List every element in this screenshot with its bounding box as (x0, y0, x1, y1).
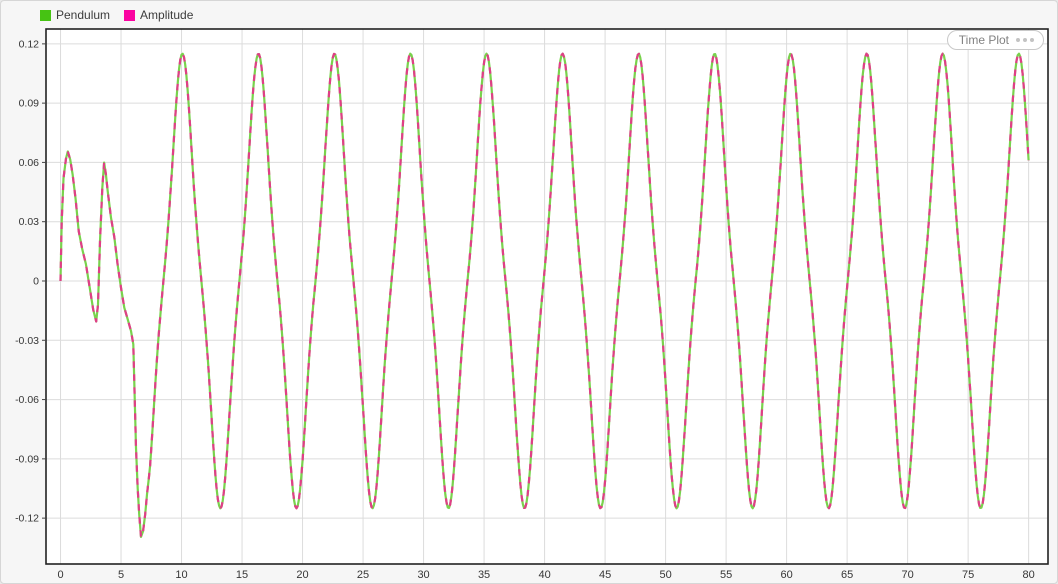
y-tick-label: 0.09 (19, 98, 40, 110)
x-tick-label: 60 (780, 569, 792, 581)
time-plot-menu-button[interactable]: Time Plot (946, 30, 1044, 50)
x-tick-label: 40 (538, 569, 550, 581)
x-tick-label: 50 (659, 569, 671, 581)
y-tick-label: 0 (33, 275, 39, 287)
y-tick-label: 0.12 (19, 38, 40, 50)
plot-canvas[interactable] (46, 29, 1048, 564)
signal-curves (59, 52, 1030, 538)
legend-item-amplitude[interactable]: Amplitude (124, 8, 193, 22)
x-axis-ticks: 0 5 10 15 20 25 30 35 40 45 50 55 60 65 70 75 80 (57, 569, 1034, 581)
x-tick-label: 0 (57, 569, 63, 581)
plot-border (45, 28, 1049, 565)
x-tick-label: 10 (175, 569, 187, 581)
x-tick-label: 55 (720, 569, 732, 581)
x-tick-label: 25 (357, 569, 369, 581)
x-tick-label: 70 (901, 569, 913, 581)
ellipsis-menu-icon (1016, 38, 1034, 42)
x-tick-label: 45 (599, 569, 611, 581)
y-tick-label: 0.06 (19, 157, 40, 169)
y-tick-label: 0.03 (19, 216, 40, 228)
x-tick-label: 5 (118, 569, 124, 581)
y-tick-label: -0.06 (15, 394, 39, 406)
pendulum-swatch-icon (40, 9, 51, 21)
legend-label-pendulum: Pendulum (56, 8, 111, 22)
x-tick-label: 15 (236, 569, 248, 581)
y-tick-label: -0.12 (15, 513, 39, 525)
x-tick-label: 35 (478, 569, 490, 581)
time-plot-button-label: Time Plot (958, 33, 1009, 47)
x-tick-label: 20 (296, 569, 308, 581)
x-tick-label: 65 (841, 569, 853, 581)
x-tick-label: 80 (1023, 569, 1035, 581)
legend-item-pendulum[interactable]: Pendulum (40, 8, 110, 22)
x-tick-label: 75 (962, 569, 974, 581)
legend-label-amplitude: Amplitude (140, 8, 194, 22)
x-tick-label: 30 (417, 569, 429, 581)
legend: Pendulum Amplitude (40, 8, 193, 22)
y-tick-label: -0.03 (15, 335, 39, 347)
y-axis-ticks: 0.12 0.09 0.06 0.03 0 -0.03 -0.06 -0.09 -0.12 (15, 38, 46, 525)
amplitude-swatch-icon (124, 9, 136, 21)
y-tick-label: -0.09 (15, 453, 39, 465)
amplitude-line (59, 52, 1030, 538)
